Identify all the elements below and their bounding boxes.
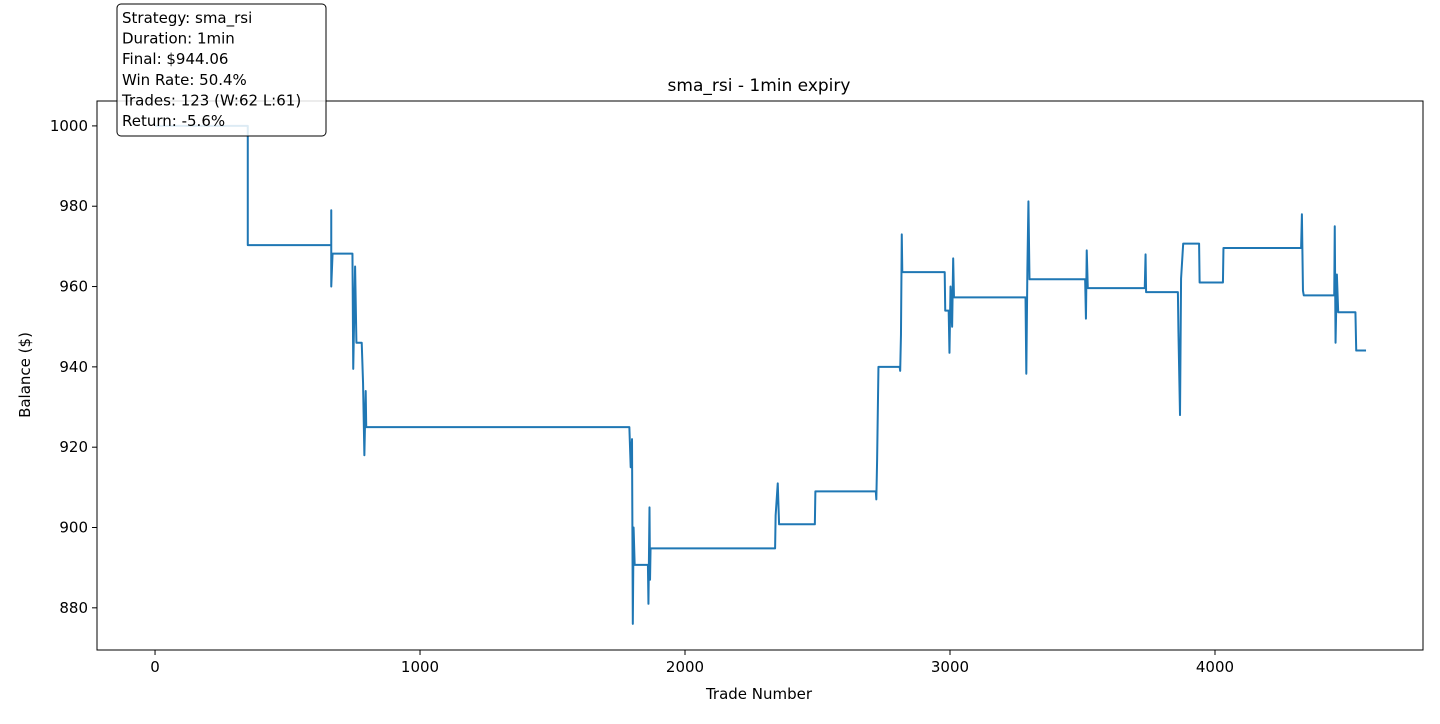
y-tick-label: 1000 — [50, 117, 88, 135]
chart-title: sma_rsi - 1min expiry — [668, 76, 851, 96]
annotation: Strategy: sma_rsi Duration: 1min Final: $9… — [116, 3, 327, 137]
x-axis-label: Trade Number — [705, 685, 813, 703]
annotation-line: Duration: 1min — [122, 30, 235, 48]
y-tick-label: 980 — [59, 197, 88, 215]
annotation-box — [116, 3, 327, 137]
annotation-line: Trades: 123 (W:62 L:61) — [121, 91, 301, 109]
y-tick-label: 900 — [59, 519, 88, 537]
x-tick-label: 2000 — [666, 658, 704, 676]
y-tick-label: 880 — [59, 599, 88, 617]
y-tick-label: 960 — [59, 278, 88, 296]
y-tick-label: 920 — [59, 438, 88, 456]
annotation-line: Strategy: sma_rsi — [122, 9, 252, 28]
x-tick-label: 1000 — [401, 658, 439, 676]
x-tick-label: 0 — [150, 658, 160, 676]
x-tick-label: 4000 — [1196, 658, 1234, 676]
axes-frame — [96, 100, 1424, 651]
data-line — [155, 124, 1367, 625]
annotation-line: Final: $944.06 — [122, 50, 228, 68]
y-tick-label: 940 — [59, 358, 88, 376]
annotation-line: Return: -5.6% — [122, 112, 225, 130]
y-axis-label: Balance ($) — [16, 332, 34, 418]
plot-area — [155, 124, 1367, 625]
annotation-line: Win Rate: 50.4% — [122, 71, 247, 89]
x-tick-label: 3000 — [931, 658, 969, 676]
